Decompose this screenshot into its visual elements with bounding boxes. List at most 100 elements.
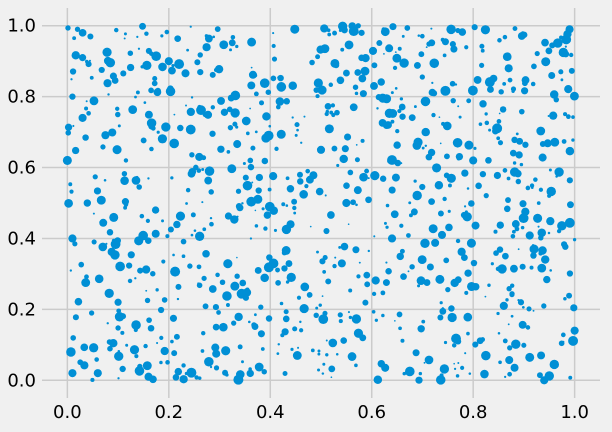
scatter-point-822 [319,258,326,265]
scatter-point-837 [348,288,353,293]
scatter-point-218 [399,113,406,120]
scatter-point-605 [223,259,233,269]
scatter-point-656 [447,209,451,213]
scatter-point-278 [510,314,514,318]
scatter-point-377 [216,310,221,315]
scatter-point-30 [364,281,371,288]
scatter-point-890 [376,40,383,47]
scatter-point-835 [276,129,286,139]
scatter-point-483 [145,289,148,292]
scatter-point-153 [96,195,106,205]
scatter-point-211 [268,258,279,269]
scatter-point-185 [488,128,492,132]
scatter-point-553 [85,100,88,103]
scatter-point-201 [355,203,358,207]
scatter-point-472 [450,278,459,288]
scatter-point-729 [140,137,147,144]
scatter-point-154 [239,279,247,287]
scatter-point-64 [299,303,309,314]
scatter-point-615 [522,80,528,87]
scatter-point-149 [358,74,367,83]
scatter-point-173 [283,309,289,315]
scatter-point-140 [496,119,502,124]
scatter-point-295 [538,246,547,255]
scatter-point-447 [532,309,535,312]
scatter-point-82 [185,124,196,135]
scatter-point-619 [286,272,296,283]
scatter-point-446 [259,100,265,106]
scatter-point-877 [553,38,563,48]
scatter-point-993 [254,362,264,372]
scatter-point-62 [290,24,300,34]
scatter-point-866 [507,371,512,377]
scatter-point-477 [405,26,408,30]
scatter-point-345 [186,367,197,378]
scatter-point-231 [354,91,359,96]
scatter-point-981 [296,128,299,132]
scatter-point-184 [176,297,180,301]
scatter-point-959 [305,168,311,174]
scatter-point-583 [515,132,519,136]
scatter-point-383 [128,105,138,115]
scatter-point-984 [185,104,187,107]
scatter-point-33 [161,297,168,303]
scatter-point-133 [376,107,379,110]
scatter-point-362 [493,171,502,180]
scatter-point-312 [72,241,78,247]
scatter-point-934 [571,115,575,119]
scatter-point-13 [316,145,326,154]
scatter-point-571 [335,352,339,356]
scatter-point-41 [443,257,450,264]
scatter-point-130 [115,325,121,331]
scatter-point-920 [566,114,571,120]
scatter-point-505 [536,126,546,136]
scatter-point-365 [534,50,540,57]
scatter-point-718 [352,84,359,90]
scatter-point-405 [175,283,182,290]
scatter-point-167 [471,221,480,230]
scatter-point-805 [427,148,436,157]
scatter-point-349 [134,354,139,359]
scatter-point-884 [560,332,566,338]
scatter-point-268 [213,365,220,371]
scatter-point-187 [390,119,395,124]
scatter-point-512 [92,212,95,215]
scatter-point-401 [330,103,336,108]
scatter-point-110 [417,325,425,333]
scatter-point-139 [173,333,180,340]
scatter-point-734 [521,87,529,95]
scatter-point-376 [257,330,265,338]
scatter-point-464 [101,131,110,140]
scatter-point-974 [230,108,240,118]
scatter-point-998 [370,171,380,181]
scatter-point-481 [397,46,402,51]
scatter-point-570 [242,161,246,166]
scatter-point-315 [247,37,257,47]
scatter-point-551 [543,275,551,284]
scatter-point-90 [417,34,421,37]
scatter-point-282 [545,47,553,55]
scatter-point-435 [236,204,244,212]
scatter-point-387 [92,174,98,180]
scatter-point-11 [195,152,204,161]
scatter-point-463 [413,137,423,147]
scatter-point-630 [525,352,535,362]
scatter-point-728 [137,363,143,370]
scatter-point-736 [297,178,304,185]
scatter-point-29 [410,208,418,216]
scatter-point-354 [146,317,152,324]
scatter-point-186 [466,331,470,336]
scatter-point-431 [455,238,461,244]
scatter-point-894 [296,295,302,300]
scatter-point-638 [169,138,179,149]
scatter-point-663 [442,88,444,91]
scatter-point-548 [549,359,560,370]
scatter-point-522 [219,322,228,332]
scatter-point-430 [568,335,579,346]
scatter-point-649 [451,343,457,348]
scatter-point-96 [303,115,306,118]
scatter-point-537 [253,73,258,78]
scatter-point-754 [338,28,342,32]
points-layer [62,21,579,385]
scatter-point-429 [208,189,214,195]
